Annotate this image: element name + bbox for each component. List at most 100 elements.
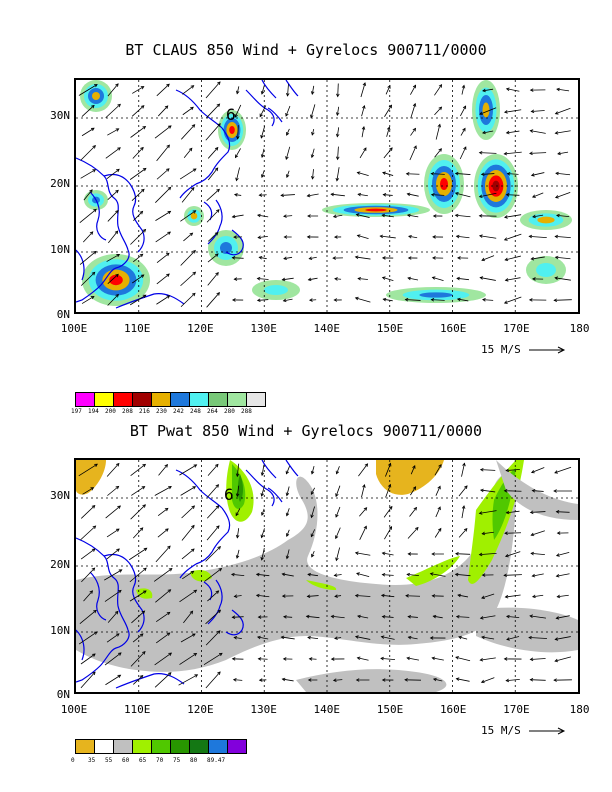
wind-arrow — [180, 633, 196, 643]
wind-arrow — [206, 188, 220, 202]
wind-arrow — [180, 210, 197, 222]
wind-arrow — [556, 87, 570, 92]
wind-arrow — [183, 147, 193, 158]
panel1-title: BT CLAUS 850 Wind + Gyrelocs 900711/0000 — [125, 41, 487, 59]
wind-arrow — [207, 272, 219, 286]
panel1-lat-label-10n: 10N — [50, 243, 70, 256]
panel1-lat-label-30n: 30N — [50, 109, 70, 122]
wind-arrow — [503, 657, 522, 661]
wind-arrow — [130, 504, 146, 520]
panel1-lat-label-20n: 20N — [50, 177, 70, 190]
wind-arrow — [311, 128, 315, 136]
wind-arrow — [230, 572, 245, 577]
wind-arrow — [256, 276, 269, 281]
wind-arrow — [361, 484, 366, 498]
wind-arrow — [382, 193, 393, 197]
wind-arrow — [204, 568, 223, 582]
wind-arrow — [285, 549, 290, 560]
panel1-map-svg: 6 — [76, 80, 578, 312]
wind-arrow — [155, 231, 172, 243]
wind-arrow — [531, 488, 544, 493]
wind-arrow — [432, 235, 444, 239]
wind-arrow — [255, 572, 270, 577]
colorbar-swatch — [75, 392, 95, 407]
wind-arrow — [180, 292, 196, 308]
wind-arrow — [505, 87, 520, 92]
wind-arrow — [179, 464, 198, 476]
wind-arrow — [528, 298, 547, 302]
wind-arrow — [335, 547, 341, 562]
wind-arrow — [181, 124, 196, 140]
wind-arrow — [354, 593, 371, 598]
colorbar-tick-label: 288 — [241, 408, 252, 415]
wind-arrow — [460, 105, 467, 117]
wind-arrow — [80, 271, 96, 286]
wind-arrow — [334, 277, 342, 281]
wind-arrow — [81, 567, 96, 583]
wind-arrow — [233, 193, 242, 197]
wind-arrow — [106, 254, 121, 262]
wind-vectors — [78, 81, 572, 308]
wind-arrow — [178, 674, 199, 686]
wind-arrow — [260, 85, 265, 95]
wind-arrow — [80, 548, 96, 560]
wind-arrow — [207, 232, 219, 242]
wind-arrow — [80, 504, 96, 519]
wind-arrow — [504, 255, 521, 262]
wind-arrow — [231, 256, 244, 260]
wind-arrow — [357, 614, 369, 619]
wind-arrow — [554, 636, 571, 641]
wind-arrow — [256, 298, 269, 303]
wind-arrow — [557, 151, 569, 156]
wind-arrow — [231, 615, 244, 619]
panel1-lon-label-1: 110E — [123, 322, 151, 335]
wind-arrow — [310, 148, 315, 159]
colorbar-tick-label: 216 — [139, 408, 150, 415]
wind-arrow — [503, 573, 522, 578]
wind-arrow — [480, 172, 495, 177]
wind-arrow — [205, 123, 221, 141]
wind-arrow — [506, 172, 519, 176]
wind-arrow — [107, 273, 119, 284]
wind-arrow — [431, 276, 444, 282]
wind-arrow — [430, 193, 445, 197]
wind-arrow — [359, 525, 367, 540]
wind-arrow — [81, 104, 95, 117]
wind-arrow — [478, 150, 497, 155]
wind-arrow — [154, 125, 172, 139]
colorbar-tick-label: 65 — [139, 757, 147, 764]
wind-arrow — [182, 570, 195, 580]
wind-arrow — [205, 609, 222, 625]
wind-arrow — [83, 189, 93, 201]
wind-arrow — [311, 550, 315, 558]
wind-arrow — [131, 610, 146, 624]
wind-arrow — [131, 486, 146, 496]
wind-arrow — [454, 213, 471, 218]
wind-arrow — [156, 83, 170, 97]
wind-arrow — [235, 528, 240, 539]
wind-arrow — [481, 593, 495, 599]
wind-arrow — [554, 276, 571, 281]
wind-arrow — [553, 678, 572, 682]
wind-arrow — [480, 488, 496, 493]
wind-arrow — [181, 505, 196, 519]
wind-arrow — [528, 234, 547, 239]
wind-arrow — [206, 209, 220, 223]
wind-arrow — [482, 130, 494, 135]
wind-arrow — [335, 466, 340, 475]
wind-arrow — [382, 297, 393, 302]
wind-arrow — [356, 572, 370, 577]
wind-arrow — [455, 552, 471, 556]
wind-arrow — [386, 126, 391, 137]
wind-arrow — [355, 678, 370, 682]
wind-arrow — [532, 214, 544, 219]
wind-arrow — [129, 547, 148, 561]
wind-arrow — [155, 611, 171, 623]
wind-arrow — [554, 255, 571, 260]
panel2-lon-label-0: 100E — [60, 703, 88, 716]
wind-arrow — [359, 147, 367, 159]
wind-arrow — [529, 657, 546, 662]
wind-arrow — [506, 614, 520, 619]
wind-arrow — [335, 167, 340, 182]
vector-scale-arrow-icon — [529, 727, 566, 735]
